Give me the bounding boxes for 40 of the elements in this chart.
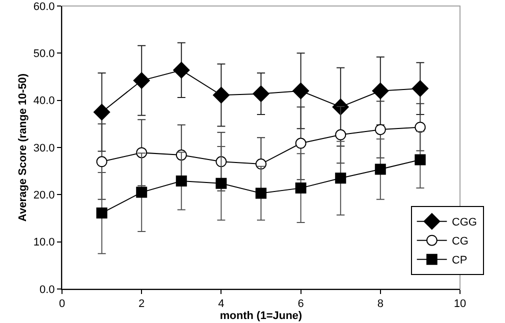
point — [136, 186, 148, 198]
legend-label: CP — [452, 254, 468, 267]
y-axis-title: Average Score (range 10-50) — [17, 73, 30, 222]
point — [96, 156, 108, 168]
point — [292, 82, 310, 100]
x-tick-label: 2 — [138, 298, 145, 310]
y-tick-label: 60.0 — [33, 0, 55, 13]
x-tick-label: 6 — [298, 298, 304, 310]
point — [252, 85, 270, 102]
point — [374, 124, 386, 136]
point — [176, 175, 187, 186]
y-tick-label: 20.0 — [33, 190, 55, 202]
point — [256, 188, 266, 199]
point — [96, 208, 108, 219]
point — [212, 86, 230, 104]
y-tick-label: 10.0 — [33, 236, 55, 249]
y-tick-label: 30.0 — [33, 142, 55, 154]
x-tick-label: 10 — [454, 298, 466, 310]
x-axis-title: month (1=June) — [220, 310, 302, 322]
point — [335, 172, 346, 184]
point — [414, 154, 426, 166]
legend-label: CG — [452, 236, 468, 248]
x-tick-label: 8 — [377, 298, 384, 310]
x-tick-label: 4 — [218, 298, 224, 310]
y-tick-label: 40.0 — [33, 95, 55, 108]
point — [133, 72, 150, 89]
point — [372, 82, 389, 100]
point — [295, 182, 306, 194]
point — [335, 129, 346, 140]
point — [216, 178, 227, 189]
y-tick-label: 50.0 — [33, 48, 55, 60]
x-tick-label: 0 — [58, 298, 66, 310]
point — [414, 122, 426, 133]
y-tick-label: 0.0 — [40, 284, 55, 296]
legend-label: CGG — [452, 216, 477, 229]
point — [374, 164, 386, 175]
point — [412, 80, 428, 97]
point — [295, 138, 306, 149]
point — [94, 104, 110, 120]
point — [173, 62, 190, 78]
